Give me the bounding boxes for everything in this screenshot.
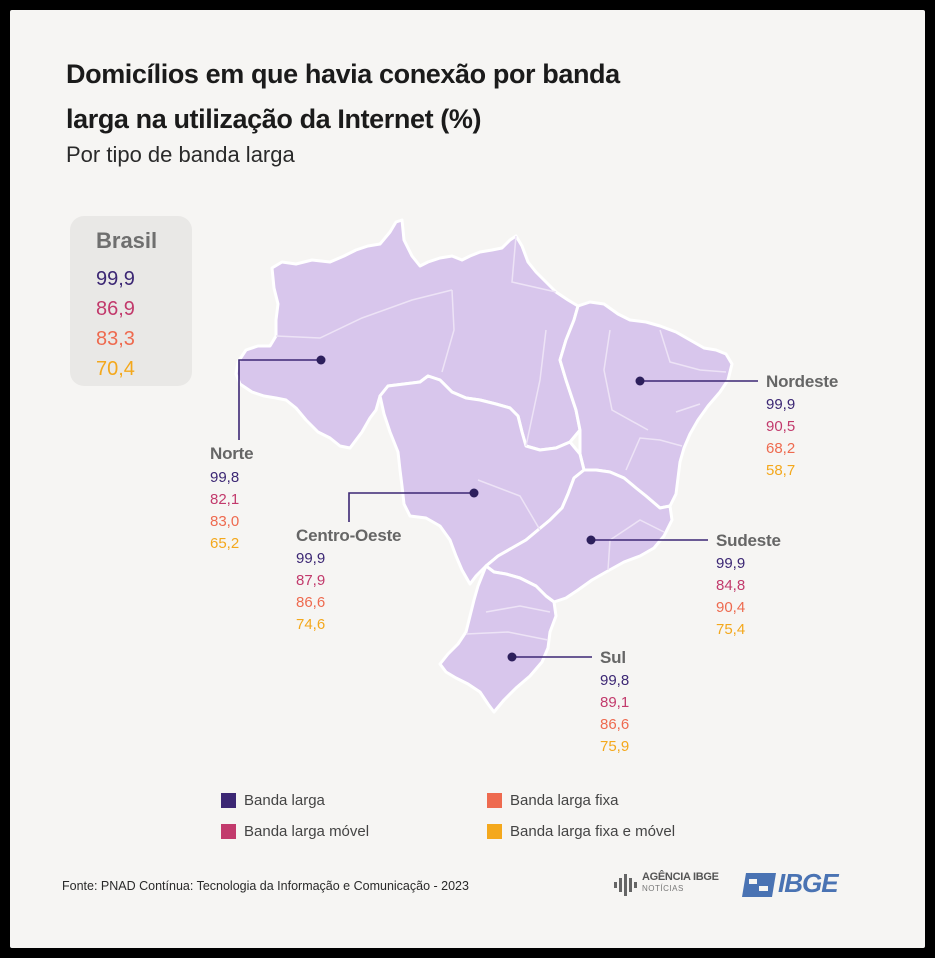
region-name-norte: Norte bbox=[210, 444, 254, 463]
state-border-line bbox=[275, 289, 453, 339]
agencia-ibge-text: AGÊNCIA IBGE bbox=[642, 871, 719, 883]
chart-title: Domicílios em que havia conexão por band… bbox=[66, 52, 686, 142]
title-line-1: Domicílios em que havia conexão por band… bbox=[66, 59, 620, 89]
sul-banda-larga-fixa: 86,6 bbox=[600, 716, 630, 733]
norte-banda-larga-fixa: 83,0 bbox=[210, 513, 240, 530]
centro-oeste-banda-larga-movel: 87,9 bbox=[296, 572, 326, 589]
state-borders bbox=[275, 235, 727, 641]
callout-dots bbox=[316, 355, 645, 662]
legend-swatch-banda-larga-fixa-e-movel bbox=[487, 824, 502, 839]
source-note: Fonte: PNAD Contínua: Tecnologia da Info… bbox=[62, 879, 469, 893]
state-border-line bbox=[511, 235, 557, 293]
state-border-line bbox=[659, 329, 727, 373]
legend-swatch-banda-larga-movel bbox=[221, 824, 236, 839]
sudeste-banda-larga-fixa: 90,4 bbox=[716, 599, 746, 616]
region-name-nordeste: Nordeste bbox=[766, 372, 839, 391]
dot-sudeste bbox=[586, 535, 596, 545]
region-name-centro-oeste: Centro-Oeste bbox=[296, 526, 402, 545]
map-regions bbox=[234, 218, 734, 714]
centro-oeste-banda-larga-fixa: 86,6 bbox=[296, 594, 326, 611]
state-border-line bbox=[607, 519, 665, 571]
ibge-mark-icon bbox=[742, 873, 776, 897]
region-sul bbox=[438, 564, 558, 714]
dot-nordeste bbox=[635, 376, 645, 386]
norte-banda-larga-fixa-e-movel: 65,2 bbox=[210, 535, 240, 552]
state-border-line bbox=[485, 605, 551, 613]
sul-banda-larga-fixa-e-movel: 75,9 bbox=[600, 738, 630, 755]
nordeste-banda-larga: 99,9 bbox=[766, 396, 796, 413]
dot-norte bbox=[316, 355, 326, 365]
state-border-line bbox=[525, 329, 547, 447]
sul-banda-larga-movel: 89,1 bbox=[600, 694, 630, 711]
region-name-sul: Sul bbox=[600, 648, 626, 667]
legend-label-banda-larga-movel: Banda larga móvel bbox=[244, 823, 370, 840]
norte-banda-larga: 99,8 bbox=[210, 469, 240, 486]
brasil-banda-larga-fixa: 83,3 bbox=[96, 328, 135, 350]
ibge-logo: IBGE bbox=[742, 868, 858, 900]
callout-line-centro-oeste bbox=[348, 492, 474, 522]
dot-sul bbox=[507, 652, 517, 662]
sudeste-banda-larga-movel: 84,8 bbox=[716, 577, 746, 594]
state-border-line bbox=[465, 631, 549, 641]
dot-centro-oeste bbox=[469, 488, 479, 498]
state-border-line bbox=[603, 329, 649, 431]
legend-label-banda-larga-fixa-e-movel: Banda larga fixa e móvel bbox=[510, 823, 676, 840]
sul-banda-larga: 99,8 bbox=[600, 672, 630, 689]
sudeste-banda-larga-fixa-e-movel: 75,4 bbox=[716, 621, 746, 638]
callout-line-norte bbox=[238, 359, 321, 440]
state-border-line bbox=[441, 289, 455, 373]
agencia-ibge-logo: AGÊNCIA IBGE NOTÍCIAS bbox=[612, 870, 732, 900]
nordeste-banda-larga-fixa-e-movel: 58,7 bbox=[766, 462, 796, 479]
sudeste-banda-larga: 99,9 bbox=[716, 555, 746, 572]
region-nordeste bbox=[558, 300, 734, 510]
nordeste-banda-larga-movel: 90,5 bbox=[766, 418, 796, 435]
norte-banda-larga-movel: 82,1 bbox=[210, 491, 240, 508]
ibge-logo-text: IBGE bbox=[778, 868, 839, 898]
brasil-banda-larga-fixa-e-movel: 70,4 bbox=[96, 358, 135, 380]
brasil-summary-box: Brasil 99,9 86,9 83,3 70,4 bbox=[70, 216, 192, 386]
agencia-ibge-mark-icon bbox=[614, 874, 637, 896]
region-name-brasil: Brasil bbox=[96, 228, 158, 253]
legend-label-banda-larga: Banda larga bbox=[244, 792, 325, 809]
centro-oeste-banda-larga-fixa-e-movel: 74,6 bbox=[296, 616, 326, 633]
state-border-line bbox=[675, 403, 701, 413]
state-border-line bbox=[625, 437, 683, 471]
chart-subtitle: Por tipo de banda larga bbox=[66, 142, 295, 167]
agencia-noticias-text: NOTÍCIAS bbox=[642, 884, 684, 893]
brasil-banda-larga: 99,9 bbox=[96, 268, 135, 290]
legend-label-banda-larga-fixa: Banda larga fixa bbox=[510, 792, 619, 809]
legend-swatch-banda-larga bbox=[221, 793, 236, 808]
title-line-2: larga na utilização da Internet (%) bbox=[66, 104, 482, 134]
callouts bbox=[238, 359, 758, 658]
region-sudeste bbox=[484, 468, 674, 604]
brasil-banda-larga-movel: 86,9 bbox=[96, 298, 135, 320]
legend-swatch-banda-larga-fixa bbox=[487, 793, 502, 808]
state-border-line bbox=[477, 479, 541, 531]
centro-oeste-banda-larga: 99,9 bbox=[296, 550, 326, 567]
region-name-sudeste: Sudeste bbox=[716, 531, 781, 550]
nordeste-banda-larga-fixa: 68,2 bbox=[766, 440, 796, 457]
